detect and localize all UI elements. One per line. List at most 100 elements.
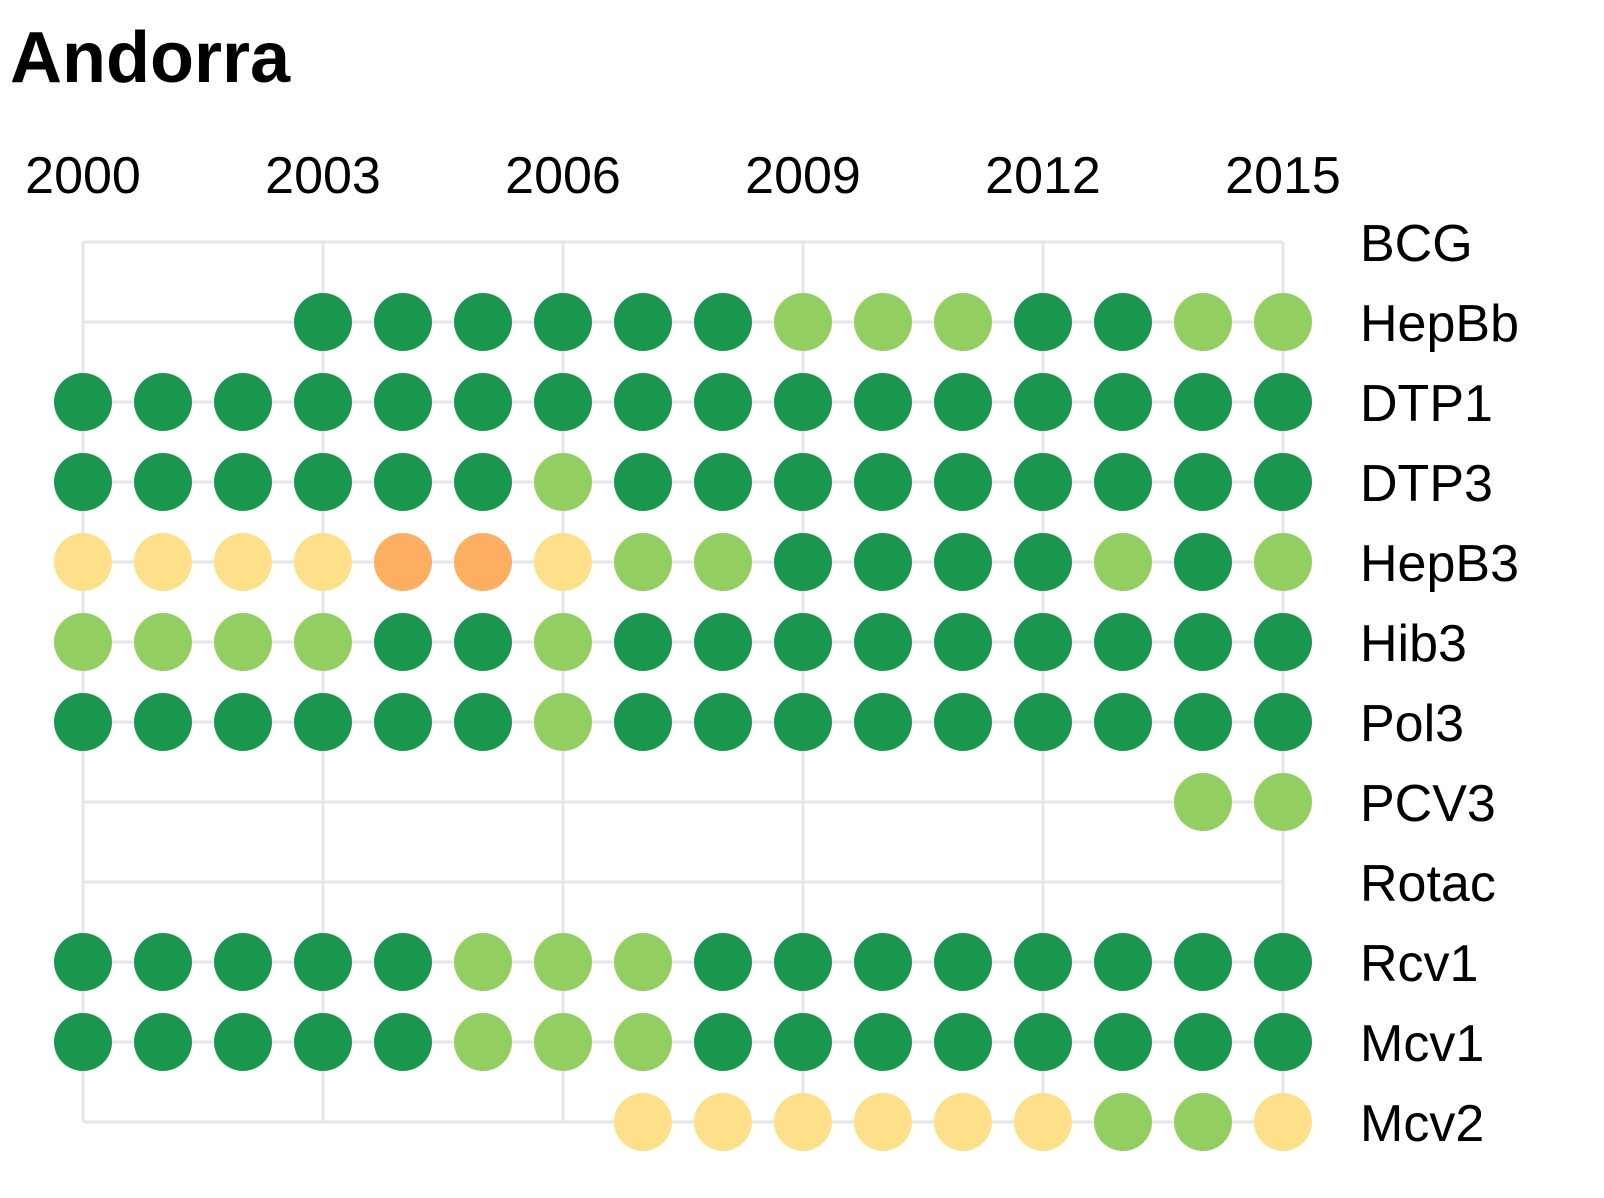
chart-title: Andorra (10, 18, 291, 98)
coverage-dots (54, 293, 1312, 1151)
dot-pol3-2012 (1014, 693, 1072, 751)
dot-hib3-2007 (614, 613, 672, 671)
dot-mcv1-2009 (774, 1013, 832, 1071)
dot-dtp3-2009 (774, 453, 832, 511)
dot-hib3-2014 (1174, 613, 1232, 671)
dot-dtp3-2005 (454, 453, 512, 511)
dot-mcv1-2005 (454, 1013, 512, 1071)
dot-hib3-2000 (54, 613, 112, 671)
dot-hib3-2005 (454, 613, 512, 671)
row-label-mcv1: Mcv1 (1360, 1015, 1484, 1073)
dot-pol3-2000 (54, 693, 112, 751)
dot-hepb3-2003 (294, 533, 352, 591)
dot-dtp1-2005 (454, 373, 512, 431)
dot-hib3-2009 (774, 613, 832, 671)
dot-rcv1-2007 (614, 933, 672, 991)
dot-dtp1-2013 (1094, 373, 1152, 431)
dot-dtp1-2009 (774, 373, 832, 431)
dot-pol3-2005 (454, 693, 512, 751)
dot-mcv2-2008 (694, 1093, 752, 1151)
dot-pol3-2014 (1174, 693, 1232, 751)
dot-dtp1-2002 (214, 373, 272, 431)
dot-pcv3-2014 (1174, 773, 1232, 831)
dot-pcv3-2015 (1254, 773, 1312, 831)
dot-hepb3-2009 (774, 533, 832, 591)
dot-mcv2-2013 (1094, 1093, 1152, 1151)
dot-rcv1-2004 (374, 933, 432, 991)
dot-dtp3-2000 (54, 453, 112, 511)
dot-dtp1-2015 (1254, 373, 1312, 431)
row-labels: BCG HepBb DTP1 DTP3 HepB3 Hib3 Pol3 PCV3 Rotac Rc… (1360, 215, 1519, 1153)
dot-rcv1-2015 (1254, 933, 1312, 991)
dot-hepbb-2009 (774, 293, 832, 351)
dot-mcv1-2004 (374, 1013, 432, 1071)
dot-dtp3-2003 (294, 453, 352, 511)
dot-rcv1-2008 (694, 933, 752, 991)
dot-hepb3-2015 (1254, 533, 1312, 591)
dot-hepb3-2006 (534, 533, 592, 591)
dot-pol3-2011 (934, 693, 992, 751)
grid-lines (81, 240, 1285, 1124)
dot-dtp1-2014 (1174, 373, 1232, 431)
dot-pol3-2015 (1254, 693, 1312, 751)
dot-mcv2-2012 (1014, 1093, 1072, 1151)
dot-pol3-2004 (374, 693, 432, 751)
dot-hepbb-2010 (854, 293, 912, 351)
dot-hepb3-2008 (694, 533, 752, 591)
dot-pol3-2008 (694, 693, 752, 751)
dot-dtp3-2013 (1094, 453, 1152, 511)
dot-pol3-2002 (214, 693, 272, 751)
dot-dtp1-2008 (694, 373, 752, 431)
dot-hepb3-2004 (374, 533, 432, 591)
dot-dtp1-2006 (534, 373, 592, 431)
dot-mcv1-2000 (54, 1013, 112, 1071)
dot-rcv1-2014 (1174, 933, 1232, 991)
dot-mcv2-2007 (614, 1093, 672, 1151)
dot-dtp3-2010 (854, 453, 912, 511)
dot-pol3-2001 (134, 693, 192, 751)
dot-mcv2-2011 (934, 1093, 992, 1151)
dot-pol3-2010 (854, 693, 912, 751)
dot-pol3-2003 (294, 693, 352, 751)
dot-dtp3-2014 (1174, 453, 1232, 511)
dot-rcv1-2010 (854, 933, 912, 991)
dot-hib3-2008 (694, 613, 752, 671)
row-label-hepb3: HepB3 (1360, 535, 1519, 593)
dot-hepb3-2014 (1174, 533, 1232, 591)
dot-hib3-2012 (1014, 613, 1072, 671)
dot-rcv1-2013 (1094, 933, 1152, 991)
dot-pol3-2013 (1094, 693, 1152, 751)
dot-dtp3-2006 (534, 453, 592, 511)
dot-dtp1-2012 (1014, 373, 1072, 431)
dot-hepbb-2012 (1014, 293, 1072, 351)
dot-rcv1-2003 (294, 933, 352, 991)
dot-mcv1-2006 (534, 1013, 592, 1071)
x-tick-label: 2003 (265, 147, 381, 205)
dot-hepbb-2004 (374, 293, 432, 351)
row-label-mcv2: Mcv2 (1360, 1095, 1484, 1153)
dot-dtp3-2002 (214, 453, 272, 511)
dot-rcv1-2012 (1014, 933, 1072, 991)
dot-dtp1-2011 (934, 373, 992, 431)
dot-hepbb-2003 (294, 293, 352, 351)
dot-dtp1-2010 (854, 373, 912, 431)
dot-hib3-2001 (134, 613, 192, 671)
dot-pol3-2009 (774, 693, 832, 751)
dot-hib3-2002 (214, 613, 272, 671)
dot-rcv1-2011 (934, 933, 992, 991)
dot-dtp1-2000 (54, 373, 112, 431)
dot-dtp1-2007 (614, 373, 672, 431)
dot-hib3-2015 (1254, 613, 1312, 671)
dot-hepb3-2010 (854, 533, 912, 591)
x-tick-label: 2006 (505, 147, 621, 205)
dot-mcv1-2010 (854, 1013, 912, 1071)
row-label-rcv1: Rcv1 (1360, 935, 1478, 993)
x-tick-label: 2012 (985, 147, 1101, 205)
dot-hib3-2011 (934, 613, 992, 671)
dot-rcv1-2002 (214, 933, 272, 991)
dot-mcv2-2009 (774, 1093, 832, 1151)
dot-mcv1-2003 (294, 1013, 352, 1071)
dot-mcv1-2007 (614, 1013, 672, 1071)
dot-dtp3-2001 (134, 453, 192, 511)
